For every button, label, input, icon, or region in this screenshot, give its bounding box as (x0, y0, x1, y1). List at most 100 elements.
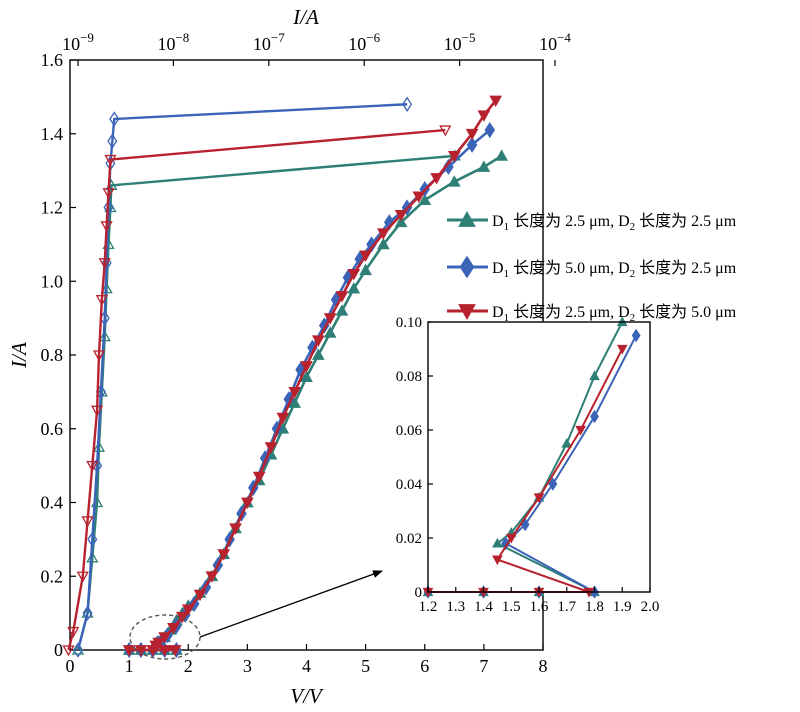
series-iv-point (252, 471, 266, 484)
series-iv-point (489, 95, 503, 108)
series-iv-point (347, 268, 361, 281)
series-log-point (92, 350, 106, 362)
top-tick-base: 10 (444, 34, 462, 54)
series-iv-point (495, 149, 508, 161)
series-log-point (100, 221, 113, 233)
legend-marker (458, 304, 476, 321)
inset-x-tick-label: 1.5 (502, 599, 521, 615)
top-tick-exponent: −6 (366, 30, 380, 45)
top-tick-exponent: −9 (80, 30, 94, 45)
series-iv-point (311, 348, 325, 360)
inset-series-point (492, 537, 503, 548)
series-iv-point (394, 209, 408, 222)
x-tick-label: 6 (420, 656, 429, 676)
zoom-arrow (199, 570, 383, 638)
y-tick-label: 0.4 (41, 493, 64, 513)
inset-x-tick-label: 1.9 (613, 599, 632, 615)
series-iv-point (443, 158, 454, 176)
top-tick-base: 10 (62, 34, 80, 54)
series-log-point (103, 199, 114, 216)
legend-marker (459, 255, 475, 279)
series-log-point (104, 154, 117, 166)
inset-y-tick-label: 0.02 (396, 531, 422, 547)
inset-y-tick-label: 0.10 (396, 315, 422, 331)
series-iv-point (477, 110, 491, 122)
legend-subscript: 2 (630, 268, 636, 280)
series-log-point (92, 457, 103, 474)
series-log-point (86, 551, 99, 563)
series-log-point (72, 642, 84, 658)
series-log-point (71, 643, 85, 655)
series-iv-point (158, 632, 171, 644)
top-tick-exponent: −8 (175, 30, 189, 45)
inset-series-point (575, 425, 586, 436)
legend-text: 长度为 2.5 μm, D (509, 212, 630, 230)
series-iv-point (412, 191, 426, 203)
y-tick-label: 0 (54, 640, 63, 660)
series-iv-point (264, 442, 278, 454)
series-log-line (76, 103, 408, 651)
inset-y-tick-label: 0 (415, 585, 423, 601)
inset-background (428, 322, 650, 592)
legend-subscript: 2 (630, 312, 636, 324)
series-3 (62, 95, 503, 657)
series-log-point (109, 111, 120, 127)
top-tick-exponent: −7 (271, 30, 285, 45)
legend-entry: D1 长度为 5.0 μm, D2 长度为 2.5 μm (447, 255, 737, 280)
series-iv-point (465, 128, 479, 141)
series-iv-point (167, 622, 180, 635)
top-tick-base: 10 (157, 34, 175, 54)
y-tick-label: 0.8 (41, 345, 64, 365)
inset-series-point (631, 328, 641, 343)
top-axis-ticks: 10−9 10−8 10−7 10−6 10−5 10−4 (62, 30, 571, 66)
top-tick-base: 10 (348, 34, 366, 54)
series-iv-point (447, 175, 461, 187)
top-tick-exponent: −5 (462, 30, 476, 45)
series-iv-point (181, 604, 195, 616)
series-log-point (62, 645, 75, 657)
inset-x-tick-label: 1.4 (474, 599, 493, 615)
legend-text: D (492, 304, 504, 321)
series-iv-point (335, 291, 349, 303)
series-iv-point (241, 497, 254, 510)
legend-text: 长度为 2.5 μm, D (509, 303, 630, 321)
series-iv-point (193, 589, 207, 602)
x-tick-label: 7 (479, 656, 488, 676)
inset-y-axis-ticks: 0 0.02 0.04 0.06 0.08 0.10 (396, 315, 433, 601)
x-axis-label: V/V (290, 684, 324, 708)
series-iv-point (311, 335, 325, 347)
top-tick-label: 10−9 (62, 30, 94, 54)
y-axis-label: I/A (7, 342, 31, 369)
top-tick-label: 10−4 (539, 30, 571, 54)
inset-series-point (505, 533, 517, 544)
inset-y-tick-label: 0.08 (396, 369, 422, 385)
legend-marker (458, 210, 476, 227)
series-iv-point (377, 237, 390, 250)
top-tick-base: 10 (253, 34, 271, 54)
series-log-point (95, 295, 108, 307)
series-log-line (76, 154, 455, 651)
series-iv-point (484, 121, 496, 139)
top-tick-base: 10 (539, 34, 557, 54)
inset-x-tick-label: 1.2 (419, 599, 438, 615)
series-log-point (102, 188, 115, 200)
series-log-point (76, 571, 89, 583)
legend-entry: D1 长度为 2.5 μm, D2 长度为 5.0 μm (447, 303, 737, 324)
inset-x-tick-label: 1.8 (585, 599, 604, 615)
top-tick-label: 10−7 (253, 30, 285, 54)
inset-y-tick-label: 0.04 (396, 477, 423, 493)
x-tick-label: 1 (125, 656, 134, 676)
legend-subscript: 2 (630, 221, 636, 233)
legend-text: 长度为 5.0 μm (635, 303, 737, 321)
series-iv-point (323, 313, 337, 325)
series-iv-point (300, 361, 313, 373)
series-iv-point (418, 193, 432, 206)
x-tick-label: 0 (66, 656, 75, 676)
legend-text: D (492, 213, 504, 230)
legend-text: 长度为 2.5 μm (635, 212, 737, 230)
main-series-group (62, 95, 508, 659)
series-iv-point (359, 250, 372, 262)
series-log-point (402, 96, 413, 112)
legend-text: 长度为 5.0 μm, D (509, 259, 630, 277)
series-iv-point (122, 645, 136, 657)
